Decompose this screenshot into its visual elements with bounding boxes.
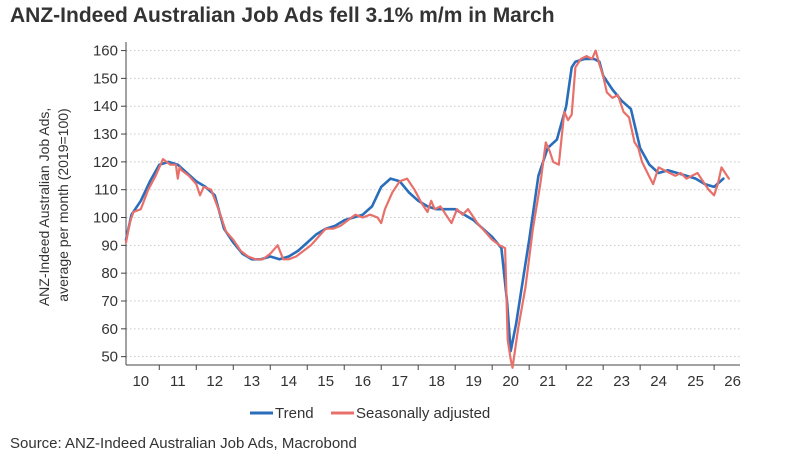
y-tick-label-150: 150 bbox=[93, 70, 118, 87]
x-tick-label-12: 12 bbox=[206, 373, 223, 390]
x-tick-label-11: 11 bbox=[170, 373, 186, 390]
source-note: Source: ANZ-Indeed Australian Job Ads, M… bbox=[10, 435, 357, 452]
y-tick-label-50: 50 bbox=[101, 349, 118, 366]
x-tick-label-25: 25 bbox=[687, 373, 704, 390]
y-tick-label-70: 70 bbox=[101, 293, 118, 310]
y-tick-label-160: 160 bbox=[93, 43, 118, 60]
y-tick-label-110: 110 bbox=[94, 182, 118, 199]
chart-title: ANZ-Indeed Australian Job Ads fell 3.1% … bbox=[10, 4, 555, 27]
series-line-trend bbox=[124, 57, 725, 353]
y-tick-label-60: 60 bbox=[101, 321, 118, 338]
x-tick-label-13: 13 bbox=[243, 373, 260, 390]
x-tick-label-17: 17 bbox=[391, 373, 408, 390]
y-tick-label-140: 140 bbox=[93, 98, 118, 115]
legend-label-trend: Trend bbox=[275, 405, 314, 422]
x-tick-label-18: 18 bbox=[428, 373, 445, 390]
y-axis-ticks: 50 60 70 80 90 100 110 120 130 140 150 160 bbox=[93, 43, 126, 366]
x-tick-label-20: 20 bbox=[502, 373, 519, 390]
x-tick-label-22: 22 bbox=[576, 373, 593, 390]
x-tick-label-14: 14 bbox=[280, 373, 297, 390]
x-tick-label-23: 23 bbox=[613, 373, 630, 390]
y-tick-label-80: 80 bbox=[101, 265, 118, 282]
x-tick-label-16: 16 bbox=[354, 373, 371, 390]
y-tick-label-130: 130 bbox=[93, 126, 118, 143]
x-tick-label-15: 15 bbox=[317, 373, 334, 390]
y-axis-label-line-1: ANZ-Indeed Australian Job Ads, bbox=[36, 108, 52, 306]
axes bbox=[125, 42, 740, 366]
y-tick-label-120: 120 bbox=[93, 154, 118, 171]
y-axis-label: ANZ-Indeed Australian Job Ads, average p… bbox=[36, 104, 71, 306]
y-axis-label-line-2: average per month (2019=100) bbox=[55, 108, 71, 301]
x-axis-ticks: 10 11 12 13 14 15 16 17 18 19 20 21 22 23 24 25 26 bbox=[132, 365, 741, 390]
x-tick-label-10: 10 bbox=[132, 373, 149, 390]
series-line-seasonally-adjusted bbox=[124, 49, 731, 369]
x-tick-label-21: 21 bbox=[539, 373, 556, 390]
legend[interactable]: Trend Seasonally adjusted bbox=[250, 405, 490, 422]
x-tick-label-24: 24 bbox=[650, 373, 667, 390]
x-tick-label-19: 19 bbox=[465, 373, 482, 390]
y-tick-label-100: 100 bbox=[93, 210, 118, 227]
y-tick-label-90: 90 bbox=[101, 237, 118, 254]
data-series bbox=[124, 49, 731, 369]
legend-label-seasonally-adjusted: Seasonally adjusted bbox=[356, 405, 490, 422]
x-tick-label-26: 26 bbox=[724, 373, 741, 390]
